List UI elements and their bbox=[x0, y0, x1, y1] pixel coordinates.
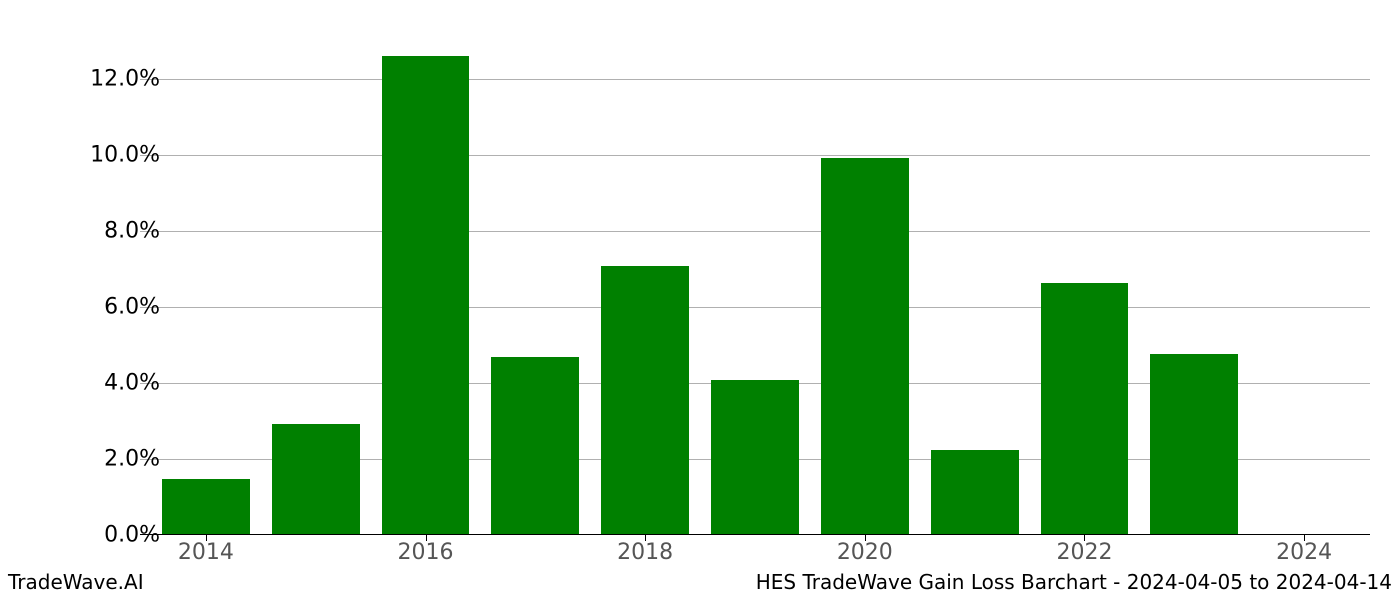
gridline bbox=[140, 155, 1370, 156]
bar bbox=[931, 450, 1019, 534]
x-tick-label: 2018 bbox=[617, 540, 673, 565]
x-tick-label: 2020 bbox=[837, 540, 893, 565]
x-tick-label: 2014 bbox=[178, 540, 234, 565]
footer-right-text: HES TradeWave Gain Loss Barchart - 2024-… bbox=[756, 570, 1392, 594]
y-tick-label: 4.0% bbox=[104, 371, 160, 396]
footer-left-text: TradeWave.AI bbox=[8, 570, 144, 594]
plot-area bbox=[140, 30, 1370, 535]
bar bbox=[1041, 283, 1129, 534]
gridline bbox=[140, 231, 1370, 232]
bar bbox=[601, 266, 689, 534]
bar bbox=[162, 479, 250, 534]
bar bbox=[711, 380, 799, 534]
y-tick-label: 2.0% bbox=[104, 447, 160, 472]
y-tick-label: 10.0% bbox=[90, 143, 160, 168]
y-tick-label: 12.0% bbox=[90, 67, 160, 92]
gridline bbox=[140, 307, 1370, 308]
bar bbox=[1150, 354, 1238, 534]
bar bbox=[491, 357, 579, 534]
y-tick-label: 0.0% bbox=[104, 523, 160, 548]
gridline bbox=[140, 79, 1370, 80]
x-tick-label: 2022 bbox=[1056, 540, 1112, 565]
y-tick-label: 6.0% bbox=[104, 295, 160, 320]
bar-chart bbox=[140, 30, 1370, 535]
bar bbox=[272, 424, 360, 534]
bar bbox=[821, 158, 909, 534]
bar bbox=[382, 56, 470, 534]
y-tick-label: 8.0% bbox=[104, 219, 160, 244]
x-tick-label: 2016 bbox=[398, 540, 454, 565]
x-tick-label: 2024 bbox=[1276, 540, 1332, 565]
